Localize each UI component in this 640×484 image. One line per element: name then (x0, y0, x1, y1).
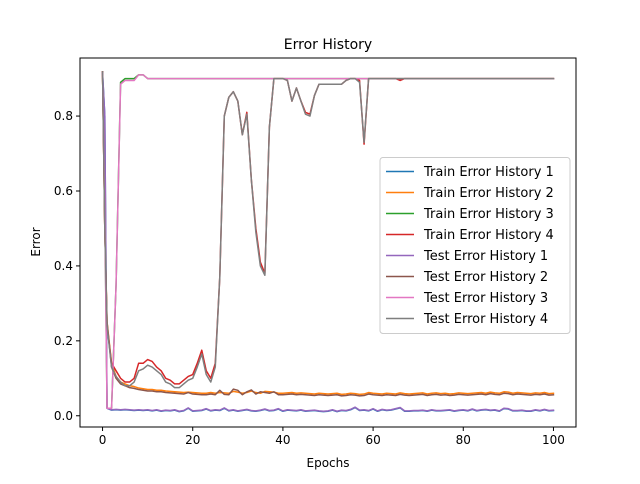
legend-box (379, 157, 571, 334)
x-tick-label: 100 (542, 433, 565, 447)
y-tick-label: 0.4 (54, 259, 73, 273)
legend-label: Test Error History 4 (423, 312, 548, 327)
legend-label: Test Error History 2 (423, 270, 548, 285)
x-axis-label: Epochs (307, 456, 350, 470)
series-line-2 (101, 71, 555, 396)
legend-label: Train Error History 1 (423, 165, 554, 180)
legend-label: Test Error History 1 (423, 249, 548, 264)
x-tick-label: 0 (99, 433, 107, 447)
x-tick-label: 60 (365, 433, 380, 447)
legend-label: Train Error History 2 (423, 186, 554, 201)
x-axis-ticks: 0 20 40 60 80 100 (99, 427, 565, 447)
x-tick-label: 80 (456, 433, 471, 447)
plot-area (101, 71, 555, 413)
axes-frame (79, 57, 577, 428)
series-line-5 (101, 72, 555, 413)
y-axis-ticks: 0.0 0.2 0.4 0.6 0.8 (54, 109, 80, 423)
y-tick-label: 0.2 (54, 334, 73, 348)
legend-label: Train Error History 3 (423, 207, 554, 222)
chart-title: Error History (284, 37, 372, 53)
legend-label: Test Error History 3 (423, 291, 548, 306)
legend-label: Train Error History 4 (423, 228, 554, 243)
x-tick-label: 20 (185, 433, 200, 447)
y-axis-label: Error (29, 227, 43, 256)
legend: Train Error History 1 Train Error History… (379, 157, 571, 334)
series-line-8 (101, 71, 555, 389)
y-tick-label: 0.0 (54, 409, 73, 423)
x-tick-label: 40 (275, 433, 290, 447)
y-tick-label: 0.6 (54, 184, 73, 198)
series-line-6 (101, 71, 555, 397)
y-tick-label: 0.8 (54, 109, 73, 123)
